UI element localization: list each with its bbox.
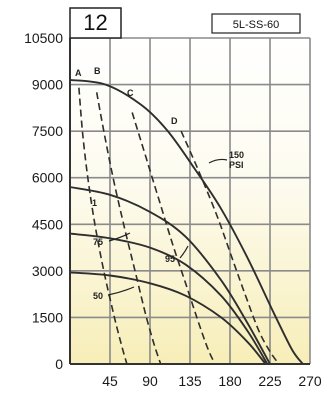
leader-50 [107, 286, 135, 296]
model-box [211, 13, 301, 34]
y-tick-label-0: 0 [55, 356, 63, 372]
curve-label-50: 50 [93, 291, 103, 301]
curve-label-1: 1 [92, 198, 97, 208]
series-d [180, 130, 280, 365]
x-tick-label-4: 225 [258, 373, 282, 389]
curve-label-95: 95 [165, 254, 175, 264]
x-tick-label-2: 135 [178, 373, 202, 389]
y-tick-label-1: 1500 [32, 309, 63, 325]
curve-label-a: A [75, 68, 82, 78]
chart-number-box [69, 7, 122, 39]
series-c [131, 112, 216, 365]
y-tick-label-5: 7500 [32, 123, 63, 139]
ticks: 45 90 135 180 225 270 0 1500 3000 4500 6000 7500 900… [24, 30, 322, 389]
series-layer [69, 78, 304, 365]
x-tick-label-1: 90 [142, 373, 158, 389]
curve-label-psi: PSI [229, 160, 244, 170]
y-tick-label-3: 4500 [32, 216, 63, 232]
series-a [78, 87, 128, 365]
curve-label-150: 150 [229, 150, 244, 160]
leader-150 [208, 158, 228, 164]
y-tick-label-6: 9000 [32, 77, 63, 93]
series-1 [69, 186, 271, 365]
series-50 [69, 271, 267, 365]
y-tick-label-7: 10500 [24, 30, 63, 46]
grid [70, 37, 311, 364]
curve-label-d: D [171, 116, 178, 126]
curve-label-c: C [127, 88, 134, 98]
curve-label-b: B [94, 66, 101, 76]
series-75 [69, 232, 269, 365]
x-tick-label-0: 45 [102, 373, 118, 389]
leader-75 [108, 232, 131, 242]
x-tick-label-5: 270 [298, 373, 322, 389]
series-150-psi [69, 78, 304, 365]
series-b [95, 92, 162, 365]
curve-label-75: 75 [93, 237, 103, 247]
y-tick-label-4: 6000 [32, 170, 63, 186]
model-label: 5L-SS-60 [233, 19, 279, 31]
x-tick-label-3: 180 [218, 373, 242, 389]
chart-number: 12 [83, 10, 107, 35]
y-tick-label-2: 3000 [32, 263, 63, 279]
leader-95 [179, 245, 189, 259]
